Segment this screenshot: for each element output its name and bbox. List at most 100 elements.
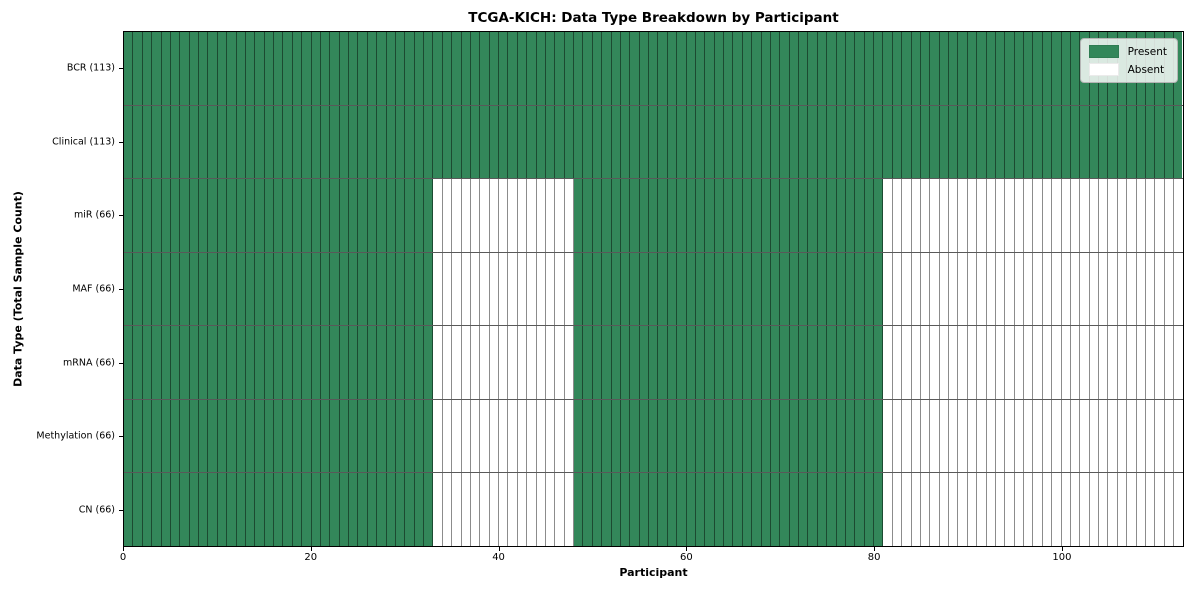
heatmap-cell — [367, 252, 378, 326]
heatmap-cell — [667, 105, 678, 179]
heatmap-cell — [958, 399, 968, 473]
heatmap-cell — [630, 326, 640, 399]
heatmap-cell — [1042, 399, 1053, 473]
heatmap-cell — [208, 252, 218, 326]
heatmap-cell — [780, 179, 790, 252]
heatmap-cell — [133, 179, 143, 252]
heatmap-cell — [845, 105, 856, 179]
heatmap-cell — [545, 179, 556, 252]
heatmap-cell — [480, 399, 490, 473]
heatmap-cell — [724, 326, 734, 399]
heatmap-cell — [545, 473, 556, 547]
heatmap-cell — [883, 32, 893, 105]
heatmap-cell — [180, 326, 190, 399]
heatmap-cell — [705, 326, 715, 399]
heatmap-cell — [564, 399, 574, 473]
heatmap-cell — [1014, 179, 1024, 252]
heatmap-cell — [170, 179, 181, 252]
heatmap-cell — [1127, 326, 1137, 399]
heatmap-cell — [311, 473, 321, 547]
heatmap-cell — [142, 32, 153, 105]
heatmap-cell — [217, 32, 228, 105]
heatmap-cell — [283, 326, 293, 399]
heatmap-cell — [1033, 399, 1043, 473]
heatmap-cell — [911, 179, 921, 252]
heatmap-cell — [724, 105, 734, 179]
heatmap-cell — [967, 105, 978, 179]
heatmap-cell — [152, 179, 162, 252]
heatmap-cell — [245, 252, 256, 326]
heatmap-cell — [958, 326, 968, 399]
heatmap-cell — [761, 32, 771, 105]
heatmap-cell — [452, 32, 462, 105]
heatmap-cell — [733, 399, 743, 473]
heatmap-cell — [1005, 32, 1015, 105]
heatmap-cell — [677, 252, 687, 326]
heatmap-cell — [489, 105, 499, 179]
heatmap-cell — [649, 105, 659, 179]
heatmap-cell — [752, 473, 762, 547]
heatmap-cell — [349, 399, 359, 473]
heatmap-cell — [555, 326, 565, 399]
heatmap-cell — [245, 473, 256, 547]
heatmap-cell — [574, 252, 584, 326]
heatmap-cell — [789, 32, 799, 105]
heatmap-cell — [667, 32, 678, 105]
heatmap-cell — [292, 252, 303, 326]
heatmap-cell — [499, 32, 509, 105]
heatmap-cell — [1155, 326, 1165, 399]
heatmap-cell — [789, 399, 799, 473]
heatmap-cell — [1061, 105, 1071, 179]
heatmap-cell — [611, 326, 621, 399]
heatmap-cell — [705, 252, 715, 326]
heatmap-cell — [1033, 105, 1043, 179]
legend-label-absent: Absent — [1127, 63, 1165, 76]
heatmap-cell — [986, 179, 996, 252]
x-tick-mark — [874, 547, 876, 551]
heatmap-cell — [667, 179, 678, 252]
heatmap-cell — [695, 32, 706, 105]
heatmap-cell — [780, 473, 790, 547]
heatmap-cell — [977, 252, 987, 326]
heatmap-cell — [133, 399, 143, 473]
legend-item-present: Present — [1088, 45, 1167, 58]
heatmap-cell — [845, 252, 856, 326]
heatmap-cell — [1033, 32, 1043, 105]
heatmap-cell — [555, 399, 565, 473]
heatmap-cell — [1108, 252, 1118, 326]
heatmap-cell — [180, 179, 190, 252]
heatmap-cell — [677, 105, 687, 179]
heatmap-cell — [639, 473, 649, 547]
heatmap-cell — [367, 179, 378, 252]
heatmap-cell — [405, 252, 415, 326]
legend-label-present: Present — [1127, 45, 1167, 58]
heatmap-cell — [292, 32, 303, 105]
heatmap-cell — [217, 252, 228, 326]
heatmap-cell — [780, 252, 790, 326]
heatmap-cell — [1089, 326, 1099, 399]
heatmap-cell — [302, 326, 312, 399]
heatmap-cell — [817, 326, 828, 399]
heatmap-cell — [199, 105, 209, 179]
heatmap-cell — [1174, 179, 1183, 252]
heatmap-cell — [986, 105, 996, 179]
heatmap-cell — [845, 473, 856, 547]
heatmap-cell — [1024, 473, 1034, 547]
heatmap-cell — [199, 179, 209, 252]
heatmap-cell — [864, 326, 874, 399]
heatmap-row — [124, 252, 1183, 327]
heatmap-cell — [1052, 399, 1062, 473]
heatmap-cell — [264, 473, 274, 547]
heatmap-cell — [1117, 105, 1128, 179]
heatmap-cell — [424, 473, 434, 547]
heatmap-cell — [302, 32, 312, 105]
heatmap-cell — [817, 32, 828, 105]
heatmap-cell — [714, 473, 724, 547]
heatmap-cell — [208, 473, 218, 547]
heatmap-cell — [536, 105, 546, 179]
heatmap-cell — [1145, 179, 1156, 252]
heatmap-cell — [133, 473, 143, 547]
heatmap-row — [124, 399, 1183, 474]
heatmap-cell — [545, 252, 556, 326]
heatmap-cell — [967, 32, 978, 105]
